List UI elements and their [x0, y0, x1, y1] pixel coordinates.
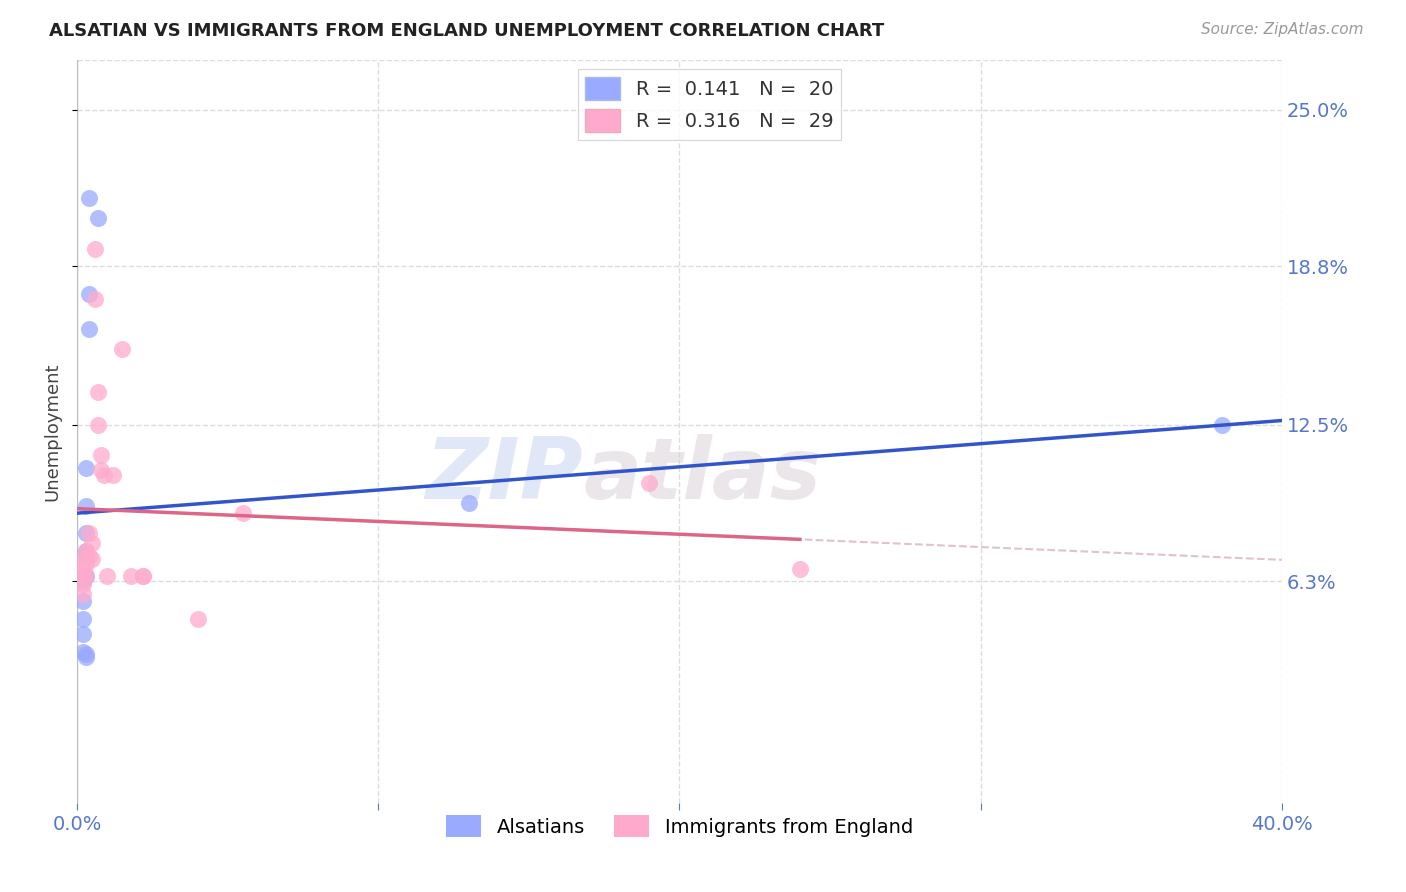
- Point: [77, 322, 100, 336]
- Point: [72, 627, 94, 641]
- Point: [232, 506, 254, 520]
- Point: [75, 569, 97, 583]
- Point: [82, 551, 104, 566]
- Point: [132, 569, 155, 583]
- Point: [72, 612, 94, 626]
- Point: [77, 526, 100, 541]
- Point: [84, 292, 107, 306]
- Text: ZIP: ZIP: [426, 434, 583, 517]
- Point: [77, 287, 100, 301]
- Point: [75, 649, 97, 664]
- Point: [111, 343, 134, 357]
- Point: [72, 576, 94, 591]
- Point: [103, 468, 125, 483]
- Point: [72, 645, 94, 659]
- Point: [72, 574, 94, 589]
- Text: atlas: atlas: [583, 434, 821, 517]
- Point: [82, 536, 104, 550]
- Point: [72, 594, 94, 608]
- Point: [77, 549, 100, 563]
- Point: [72, 587, 94, 601]
- Point: [87, 385, 110, 400]
- Point: [75, 648, 97, 662]
- Point: [87, 211, 110, 226]
- Point: [77, 191, 100, 205]
- Point: [75, 526, 97, 541]
- Point: [75, 544, 97, 558]
- Point: [132, 569, 155, 583]
- Point: [96, 569, 118, 583]
- Point: [75, 499, 97, 513]
- Point: [1211, 417, 1233, 432]
- Point: [75, 460, 97, 475]
- Point: [84, 242, 107, 256]
- Point: [75, 544, 97, 558]
- Text: Source: ZipAtlas.com: Source: ZipAtlas.com: [1201, 22, 1364, 37]
- Point: [72, 569, 94, 583]
- Point: [72, 569, 94, 583]
- Point: [93, 468, 115, 483]
- Point: [72, 561, 94, 575]
- Point: [187, 612, 209, 626]
- Point: [72, 551, 94, 566]
- Point: [120, 569, 142, 583]
- Point: [75, 569, 97, 583]
- Point: [75, 549, 97, 563]
- Text: ALSATIAN VS IMMIGRANTS FROM ENGLAND UNEMPLOYMENT CORRELATION CHART: ALSATIAN VS IMMIGRANTS FROM ENGLAND UNEM…: [49, 22, 884, 40]
- Point: [789, 561, 811, 575]
- Y-axis label: Unemployment: Unemployment: [44, 362, 60, 500]
- Point: [90, 463, 112, 477]
- Point: [90, 448, 112, 462]
- Point: [75, 557, 97, 571]
- Point: [457, 496, 479, 510]
- Legend: Alsatians, Immigrants from England: Alsatians, Immigrants from England: [439, 807, 921, 846]
- Point: [87, 417, 110, 432]
- Point: [638, 475, 661, 490]
